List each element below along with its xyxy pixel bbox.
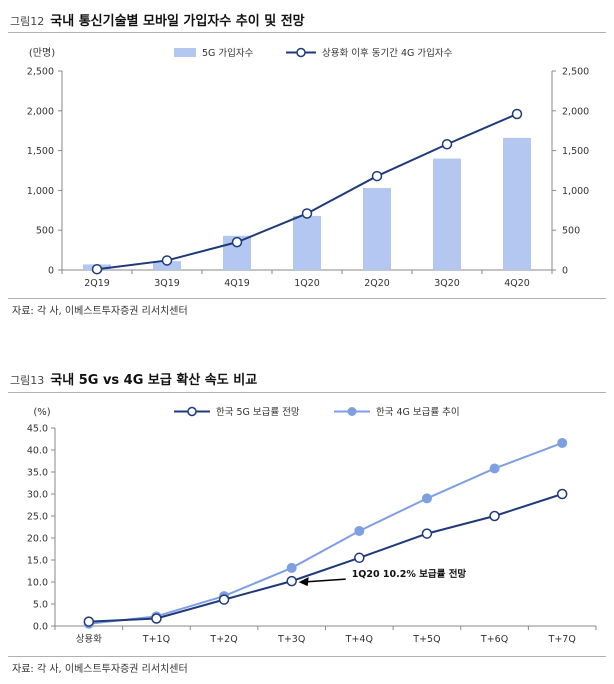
figure13-source: 자료: 각 사, 이베스트투자증권 리서치센터 <box>12 664 188 675</box>
y-tick-label: 0.0 <box>33 622 48 633</box>
y-right-tick-label: 2,000 <box>562 106 589 117</box>
x-tick-label: 2Q20 <box>364 278 390 289</box>
point-5g-penetration <box>286 575 297 587</box>
legend-swatch-4g-marker <box>296 47 306 58</box>
point-5g-penetration <box>83 616 95 627</box>
figure12-number: 그림12 <box>10 15 45 28</box>
figure12-bottom-rule <box>8 298 606 299</box>
point-5g-penetration <box>421 528 433 539</box>
y-tick-label: 40.0 <box>27 446 48 457</box>
x-tick-label: T+5Q <box>412 634 440 645</box>
y-right-tick-label: 0 <box>562 266 568 277</box>
x-tick-label: 4Q20 <box>504 278 530 289</box>
figure12-source: 자료: 각 사, 이베스트투자증권 리서치센터 <box>12 306 188 317</box>
figure12-top-rule <box>8 32 606 33</box>
y-left-tick-label: 0 <box>48 266 54 277</box>
x-tick-label: 4Q19 <box>224 278 250 289</box>
point-5g-penetration <box>556 488 568 500</box>
annotation-arrow-head <box>298 577 309 587</box>
legend-swatch-4g-marker <box>347 407 357 416</box>
x-tick-label: 2Q19 <box>84 278 110 289</box>
bar-5g-subscribers <box>293 215 321 270</box>
figure12-title: 국내 통신기술별 모바일 가입자수 추이 및 전망 <box>50 14 305 29</box>
y-tick-label: 20.0 <box>27 534 48 545</box>
x-tick-label: 3Q19 <box>154 278 180 289</box>
y-left-tick-label: 2,500 <box>27 67 54 78</box>
annotation-label: 1Q20 10.2% 보급률 전망 <box>352 568 467 580</box>
line-4g-penetration <box>88 442 563 625</box>
point-4g-subscribers <box>511 108 523 120</box>
bar-5g-subscribers <box>503 137 531 270</box>
x-tick-label: T+7Q <box>548 634 576 645</box>
legend-label-4g: 상용화 이후 동기간 4G 가입자수 <box>322 47 453 59</box>
y-left-tick-label: 500 <box>36 226 54 237</box>
legend-label-5g: 한국 5G 보급률 전망 <box>216 407 300 418</box>
x-tick-label: 3Q20 <box>434 278 460 289</box>
y-left-tick-label: 1,000 <box>27 186 54 197</box>
point-4g-penetration <box>421 493 432 504</box>
point-4g-subscribers <box>91 263 103 275</box>
x-tick-label: T+3Q <box>277 634 305 645</box>
line-5g-penetration <box>88 493 563 623</box>
point-4g-subscribers <box>371 170 383 182</box>
legend-swatch-5g-marker <box>187 406 197 417</box>
y-unit-label: (만명) <box>29 47 55 59</box>
y-unit-label: (%) <box>33 407 50 418</box>
figure12-chart: (만명) 2,500 2,000 1,500 1,000 500 0 2,500 2,000 1,… <box>27 47 589 289</box>
point-4g-penetration <box>557 437 568 448</box>
legend-label-4g: 한국 4G 보급률 추이 <box>376 407 460 418</box>
figure13-number: 그림13 <box>10 374 45 387</box>
figure13-bottom-rule <box>8 656 606 657</box>
y-tick-label: 45.0 <box>27 424 48 435</box>
point-4g-subscribers <box>161 255 173 266</box>
y-left-tick-label: 1,500 <box>27 146 54 157</box>
point-4g-penetration <box>286 562 297 573</box>
y-right-tick-label: 1,500 <box>562 146 589 157</box>
y-tick-label: 15.0 <box>27 556 48 567</box>
point-4g-penetration <box>354 525 365 536</box>
point-5g-penetration <box>489 510 500 522</box>
point-4g-penetration <box>489 463 500 474</box>
bar-5g-subscribers <box>363 188 391 270</box>
point-4g-subscribers <box>301 208 313 219</box>
x-tick-label: T+2Q <box>209 634 237 645</box>
annotation-arrow-shaft <box>301 578 346 583</box>
x-tick-label: T+1Q <box>142 634 170 645</box>
point-5g-penetration <box>354 552 365 564</box>
figure13-header: 그림13 국내 5G vs 4G 보급 확산 속도 비교 <box>10 369 257 388</box>
y-right-tick-label: 2,500 <box>562 67 589 78</box>
legend-label-5g: 5G 가입자수 <box>202 47 254 59</box>
y-tick-label: 30.0 <box>27 490 48 501</box>
y-left-tick-label: 2,000 <box>27 106 54 117</box>
legend-swatch-5g-bar <box>174 48 196 57</box>
point-5g-penetration <box>151 613 162 624</box>
point-4g-subscribers <box>441 138 453 150</box>
figure12-header: 그림12 국내 통신기술별 모바일 가입자수 추이 및 전망 <box>10 10 305 29</box>
figure13-title: 국내 5G vs 4G 보급 확산 속도 비교 <box>50 373 258 388</box>
y-tick-label: 35.0 <box>27 468 48 479</box>
y-tick-label: 25.0 <box>27 512 48 523</box>
y-right-tick-label: 500 <box>562 226 580 237</box>
y-tick-label: 10.0 <box>27 578 48 589</box>
point-5g-penetration <box>218 594 230 605</box>
y-tick-label: 5.0 <box>33 600 48 611</box>
x-tick-label: T+6Q <box>480 634 508 645</box>
bar-5g-subscribers <box>433 158 461 270</box>
figure13-top-rule <box>8 392 606 393</box>
y-right-tick-label: 1,000 <box>562 186 589 197</box>
x-tick-label: 상용화 <box>76 634 102 645</box>
point-4g-subscribers <box>231 236 243 248</box>
x-tick-label: 1Q20 <box>294 278 320 289</box>
x-tick-label: T+4Q <box>345 634 373 645</box>
